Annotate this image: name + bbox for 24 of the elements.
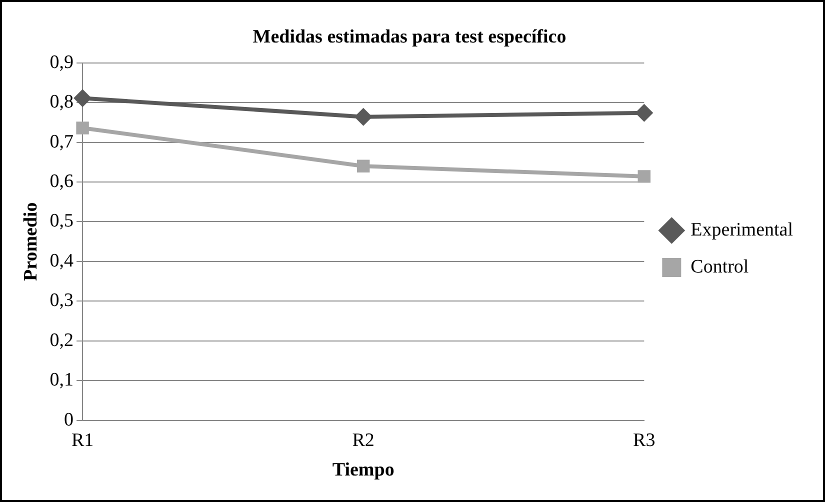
- point: [356, 160, 370, 172]
- y-tick-label: 0,1: [50, 370, 74, 391]
- y-axis-title: Promedio: [20, 202, 42, 282]
- y-tick-label: 0,7: [50, 131, 74, 152]
- y-tick-label: 0,9: [50, 52, 74, 73]
- point: [74, 89, 92, 108]
- y-tick-label: 0: [64, 409, 74, 430]
- point: [76, 122, 89, 134]
- point: [638, 170, 651, 183]
- y-tick-label: 0,2: [50, 330, 74, 351]
- x-axis-title: Tiempo: [332, 460, 394, 481]
- x-tick-label: R2: [352, 430, 374, 451]
- legend-label: Experimental: [690, 219, 794, 240]
- chart-title: Medidas estimadas para test específico: [252, 26, 566, 48]
- legend-label: Control: [690, 256, 749, 278]
- point: [635, 104, 654, 122]
- y-tick-label: 0,3: [50, 290, 74, 312]
- y-tick-label: 0,4: [50, 250, 74, 272]
- y-tick-label: 0,8: [50, 92, 74, 113]
- point: [354, 108, 372, 126]
- x-tick-label: R1: [71, 430, 94, 451]
- y-tick-label: 0,6: [50, 170, 74, 192]
- y-tick-label: 0,5: [50, 210, 74, 232]
- x-tick-label: R3: [633, 430, 656, 451]
